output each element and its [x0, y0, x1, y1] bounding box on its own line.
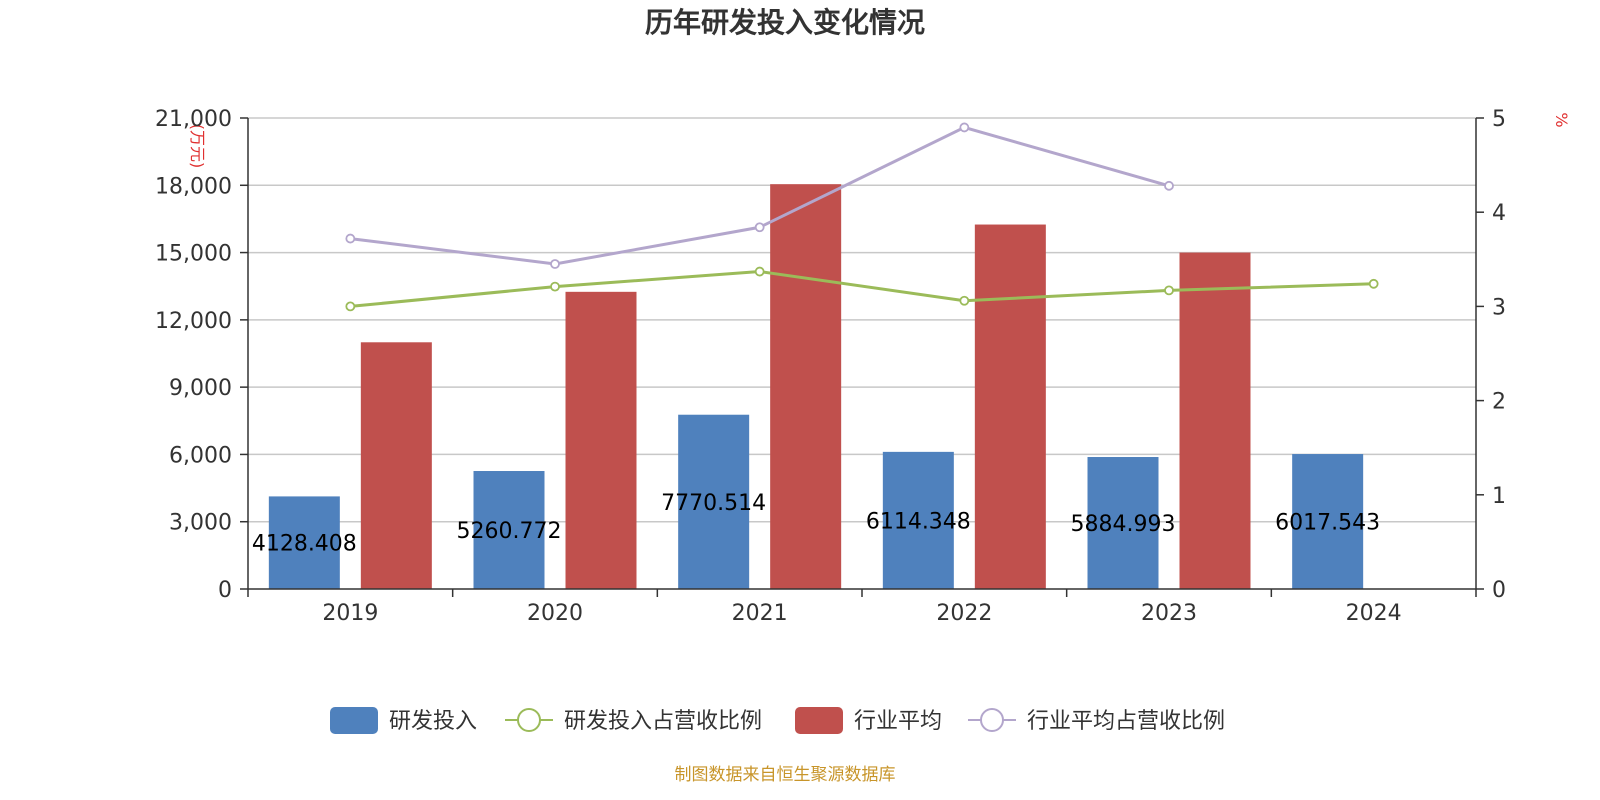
legend-item[interactable]: 研发投入	[330, 707, 477, 734]
bar-industry-average	[360, 342, 432, 589]
left-axis-tick-label: 0	[218, 578, 232, 603]
legend[interactable]: 研发投入 研发投入占营收比例 行业平均 行业平均占营收比例	[330, 707, 1225, 734]
legend-marker	[980, 708, 1004, 732]
line-industry-ratio-point	[1164, 180, 1174, 191]
chart-title: 历年研发投入变化情况	[645, 6, 925, 39]
bar-data-label: 7770.514	[661, 491, 766, 516]
bar-rd-investment	[1087, 457, 1159, 589]
right-axis-tick-label: 3	[1492, 295, 1506, 320]
line-industry-ratio-point	[754, 222, 765, 233]
bar-data-label: 5260.772	[457, 519, 562, 544]
right-axis-tick-label: 4	[1492, 201, 1506, 226]
legend-label: 研发投入	[389, 709, 477, 734]
x-axis-tick-label: 2022	[936, 601, 992, 626]
x-axis-tick-label: 2023	[1141, 601, 1197, 626]
left-axis-tick-label: 18,000	[155, 174, 232, 199]
bar-industry-average	[974, 224, 1046, 590]
gridlines	[248, 117, 1476, 523]
legend-swatch	[330, 707, 378, 734]
right-axis-tick-label: 1	[1492, 484, 1506, 509]
x-axis-tick-label: 2024	[1346, 601, 1402, 626]
data-labels: 4128.408 5260.772 7770.514 6114.348 5884.993…	[252, 491, 1380, 557]
footer-source: 制图数据来自恒生聚源数据库	[675, 765, 896, 785]
right-axis-tick-label: 5	[1492, 107, 1506, 132]
x-axis-tick-label: 2021	[732, 601, 788, 626]
bar-data-label: 4128.408	[252, 532, 357, 557]
right-axis-tick-label: 0	[1492, 578, 1506, 603]
line-rd-ratio-point	[345, 301, 356, 312]
axes: 0 3,000 6,000 9,000 12,000 15,000 18,000 21,000…	[155, 107, 1506, 626]
bar-data-label: 6017.543	[1275, 511, 1380, 536]
x-axis-tick-label: 2020	[527, 601, 583, 626]
legend-item[interactable]: 行业平均	[795, 707, 942, 734]
line-rd-ratio-point	[959, 295, 970, 306]
left-axis-unit: (万元)	[188, 124, 207, 169]
legend-label: 研发投入占营收比例	[564, 709, 762, 734]
legend-label: 行业平均占营收比例	[1027, 709, 1225, 734]
x-axis-tick-label: 2019	[322, 601, 378, 626]
bar-data-label: 5884.993	[1071, 512, 1176, 537]
left-axis-tick-label: 21,000	[155, 107, 232, 132]
legend-item[interactable]: 行业平均占营收比例	[968, 708, 1225, 734]
bar-rd-investment	[882, 451, 954, 589]
right-axis-tick-label: 2	[1492, 390, 1506, 415]
line-rd-ratio-point	[550, 281, 560, 292]
line-rd-ratio-point	[754, 266, 765, 277]
left-axis-tick-label: 3,000	[169, 511, 232, 536]
bar-industry-average	[1179, 252, 1251, 590]
bar-rd-investment	[1292, 454, 1364, 589]
bar-rd-investment	[678, 414, 750, 589]
bars	[268, 184, 1364, 590]
line-rd-ratio-point	[1164, 285, 1174, 296]
line-industry-ratio-point	[959, 122, 970, 133]
line-industry-ratio-point	[550, 259, 560, 269]
bar-data-label: 6114.348	[866, 509, 971, 534]
left-axis-tick-label: 6,000	[169, 443, 232, 468]
left-axis-tick-label: 9,000	[169, 376, 232, 401]
lines	[345, 122, 1379, 312]
left-axis-tick-label: 15,000	[155, 242, 232, 267]
bar-industry-average	[565, 291, 637, 589]
line-industry-ratio-point	[345, 233, 356, 244]
legend-item[interactable]: 研发投入占营收比例	[505, 708, 762, 734]
line-rd-ratio	[350, 270, 1374, 308]
legend-marker	[517, 708, 541, 732]
line-rd-ratio-point	[1368, 278, 1379, 289]
legend-swatch	[795, 707, 843, 734]
bar-rd-investment	[473, 471, 545, 589]
line-industry-ratio	[350, 125, 1170, 266]
left-axis-tick-label: 12,000	[155, 309, 232, 334]
legend-label: 行业平均	[854, 709, 942, 734]
bar-industry-average	[770, 184, 842, 589]
right-axis-unit: %	[1552, 112, 1571, 127]
bar-rd-investment	[268, 496, 340, 589]
